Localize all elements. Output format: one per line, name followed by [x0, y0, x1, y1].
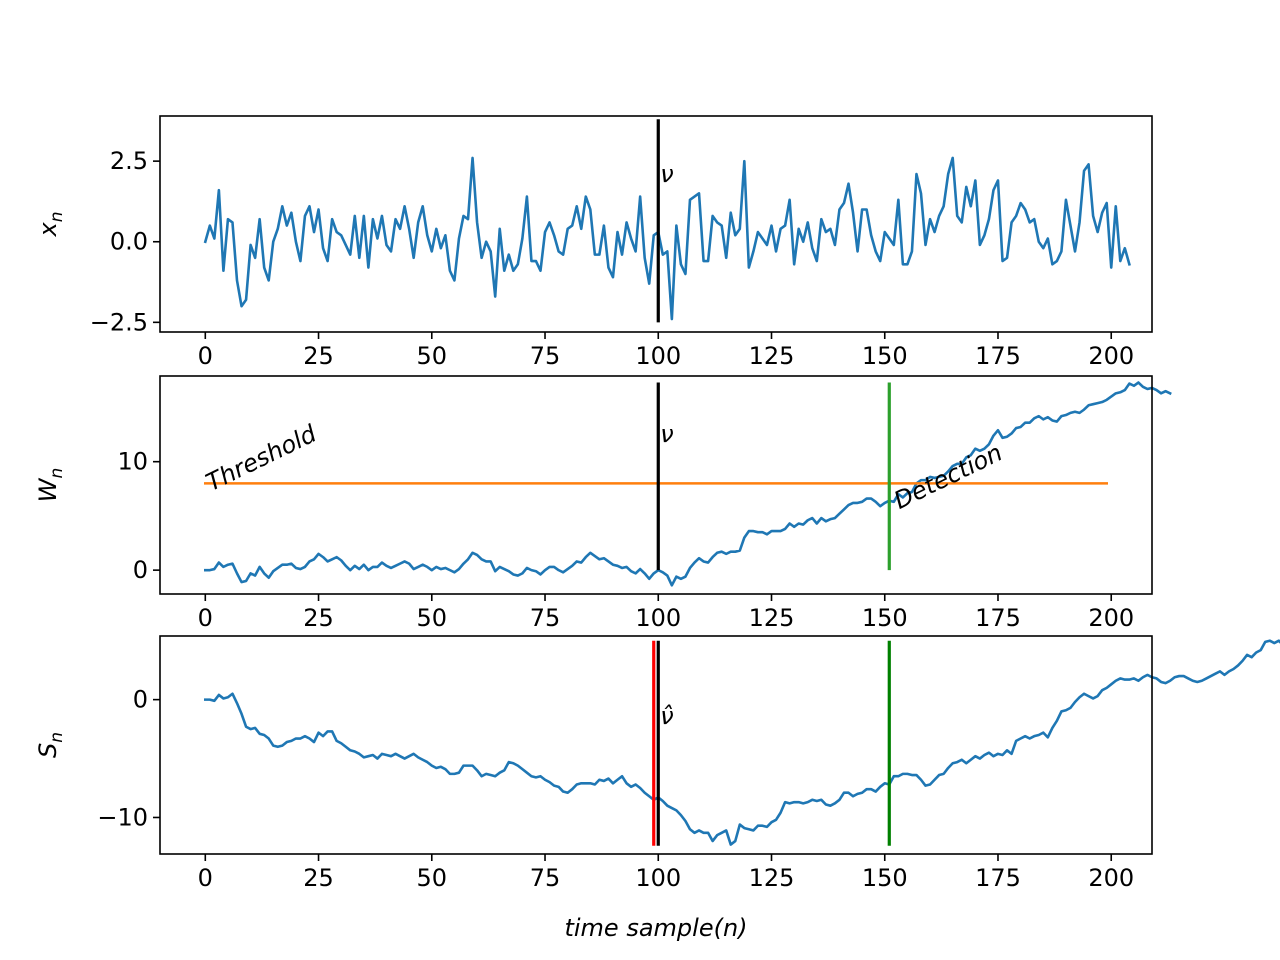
x-tick-label-s-2: 50 — [417, 864, 448, 892]
subplot-x: ν 0 25 50 75 100 125 150 175 200 −2.5 0.0 2.5 xn — [34, 115, 1153, 370]
y-axis-label-x: xn — [34, 212, 67, 238]
x-tick-label-x-0: 0 — [198, 342, 213, 370]
subplots: ν0 25 50 75 100 125 150 175 200−2.50.02.5xnνThre… — [34, 115, 1280, 892]
y-axis-label-sub-w: n — [47, 468, 67, 479]
axes-frame-s — [159, 635, 1153, 855]
y-tick-label-x-1: 0.0 — [110, 228, 148, 256]
y-tick-label-w-1: 10 — [117, 448, 148, 476]
x-tick-label-w-1: 25 — [303, 604, 334, 632]
series-line-x-0 — [203, 156, 1131, 321]
y-tick-label-s-1: 0 — [133, 686, 148, 714]
x-tick-label-x-6: 150 — [862, 342, 908, 370]
axes-frame-x — [159, 115, 1153, 333]
x-tick-label-s-0: 0 — [198, 864, 213, 892]
y-axis-label-base-s: S — [34, 743, 62, 758]
axes-frame-w — [159, 375, 1153, 595]
x-tick-label-s-6: 150 — [862, 864, 908, 892]
vline-label-x-0: ν — [660, 160, 673, 188]
x-axis-label: time sample(n) — [564, 914, 747, 942]
x-tick-label-x-7: 175 — [975, 342, 1021, 370]
x-tick-label-x-5: 125 — [749, 342, 795, 370]
y-tick-label-x-2: 2.5 — [110, 147, 148, 175]
subplot-s: ν̂ 0 25 50 75 100 125 150 175 200 −10 0 Sn — [34, 635, 1280, 892]
x-tick-label-s-7: 175 — [975, 864, 1021, 892]
x-tick-label-s-1: 25 — [303, 864, 334, 892]
x-tick-label-x-4: 100 — [635, 342, 681, 370]
y-tick-label-s-0: −10 — [97, 803, 148, 831]
vline-label-s-1: ν̂ — [660, 702, 673, 730]
x-tick-label-w-6: 150 — [862, 604, 908, 632]
y-axis-label-sub-s: n — [47, 732, 67, 743]
series-line-s-0 — [204, 639, 1280, 846]
x-tick-label-w-8: 200 — [1088, 604, 1134, 632]
x-tick-label-w-3: 75 — [530, 604, 561, 632]
x-tick-label-w-4: 100 — [635, 604, 681, 632]
vline-label-w-0: ν — [660, 420, 673, 448]
x-tick-label-x-1: 25 — [303, 342, 334, 370]
x-tick-label-s-4: 100 — [635, 864, 681, 892]
y-axis-label-sub-x: n — [47, 212, 67, 223]
x-tick-label-w-0: 0 — [198, 604, 213, 632]
y-tick-label-w-0: 0 — [133, 556, 148, 584]
y-axis-label-s: Sn — [34, 732, 67, 758]
x-tick-label-s-8: 200 — [1088, 864, 1134, 892]
y-tick-label-x-0: −2.5 — [90, 308, 148, 336]
x-tick-label-x-8: 200 — [1088, 342, 1134, 370]
y-axis-label-base-x: x — [34, 221, 62, 237]
x-tick-label-x-3: 75 — [530, 342, 561, 370]
x-tick-label-s-3: 75 — [530, 864, 561, 892]
y-axis-label-base-w: W — [34, 477, 62, 502]
x-tick-label-x-2: 50 — [417, 342, 448, 370]
x-tick-label-w-5: 125 — [749, 604, 795, 632]
x-tick-label-s-5: 125 — [749, 864, 795, 892]
x-tick-label-w-7: 175 — [975, 604, 1021, 632]
series-line-w-0 — [204, 381, 1172, 587]
x-tick-label-w-2: 50 — [417, 604, 448, 632]
y-axis-label-w: Wn — [34, 468, 67, 503]
